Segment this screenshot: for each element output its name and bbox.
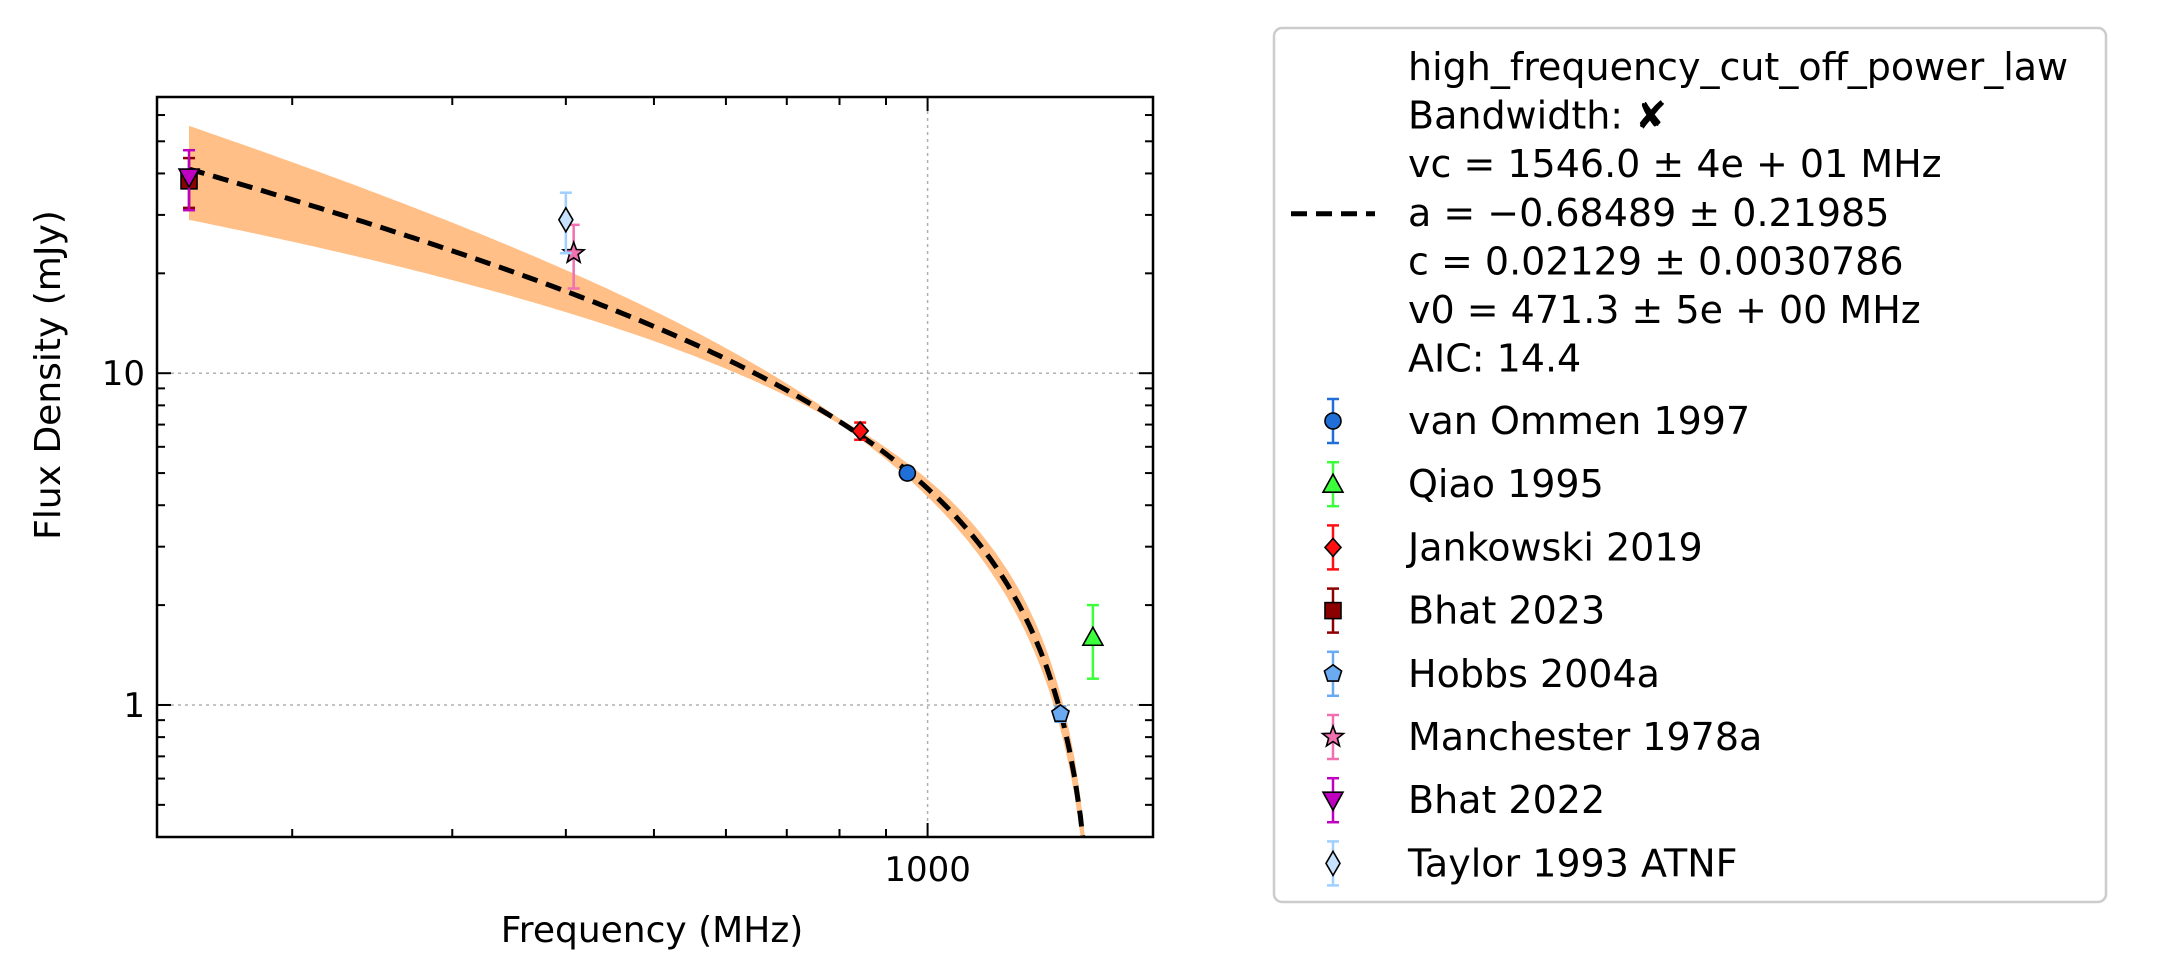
- legend-fit-text: a = −0.68489 ± 0.21985: [1408, 191, 1889, 235]
- data-points: [177, 148, 1105, 724]
- data-point: [1050, 703, 1070, 722]
- legend-marker: [1321, 791, 1345, 812]
- legend-fit-text: AIC: 14.4: [1408, 337, 1581, 381]
- y-tick-label: 1: [123, 686, 145, 726]
- legend: high_frequency_cut_off_power_law Bandwidt…: [1272, 26, 2108, 904]
- legend-entry: Bhat 2023: [1324, 587, 1605, 634]
- fit-line: [188, 166, 1086, 837]
- legend-frame: [1272, 26, 2108, 904]
- data-point: [898, 464, 917, 482]
- legend-label: Qiao 1995: [1408, 462, 1604, 506]
- legend-entry: Qiao 1995: [1321, 460, 1604, 508]
- legend-fit-text: c = 0.02129 ± 0.0030786: [1408, 239, 1904, 283]
- legend-fit-text: high_frequency_cut_off_power_law: [1408, 45, 2068, 89]
- legend-entry: Taylor 1993 ATNF: [1325, 840, 1738, 887]
- legend-label: Taylor 1993 ATNF: [1407, 841, 1738, 885]
- legend-label: Hobbs 2004a: [1408, 652, 1660, 696]
- legend-entry: van Ommen 1997: [1324, 397, 1750, 445]
- legend-label: Bhat 2023: [1408, 589, 1605, 633]
- axes: 1000 1 10: [102, 95, 1155, 890]
- y-axis-label: Flux Density (mJy): [28, 210, 69, 540]
- x-axis-label: Frequency (MHz): [501, 910, 804, 951]
- data-point: [557, 206, 574, 234]
- plot-frame: [155, 95, 1155, 839]
- data-point: [1081, 625, 1105, 647]
- legend-marker: [1323, 537, 1343, 558]
- legend-marker: [1324, 601, 1342, 620]
- data-point: [851, 420, 870, 442]
- legend-entry: Bhat 2022: [1321, 776, 1605, 824]
- legend-label: Bhat 2022: [1408, 778, 1605, 822]
- y-tick-label: 10: [102, 354, 145, 394]
- plot-area: [157, 97, 1153, 837]
- legend-marker: [1323, 663, 1343, 682]
- legend-entry: Hobbs 2004a: [1323, 650, 1660, 698]
- legend-label: Manchester 1978a: [1408, 715, 1762, 759]
- legend-label: Jankowski 2019: [1406, 525, 1703, 569]
- data-point: [177, 168, 201, 189]
- x-tick-label: 1000: [884, 850, 971, 890]
- legend-fit-text: Bandwidth: ✘: [1408, 94, 1667, 138]
- legend-marker: [1324, 412, 1342, 430]
- legend-fit-text: vc = 1546.0 ± 4e + 01 MHz: [1408, 142, 1942, 186]
- fit-uncertainty-band: [189, 125, 1085, 837]
- legend-label: van Ommen 1997: [1408, 399, 1750, 443]
- legend-marker: [1320, 723, 1346, 748]
- legend-fit-text: v0 = 471.3 ± 5e + 00 MHz: [1408, 288, 1921, 332]
- legend-entry: Manchester 1978a: [1320, 713, 1762, 761]
- legend-marker: [1325, 849, 1341, 877]
- legend-entry: Jankowski 2019: [1323, 524, 1703, 571]
- legend-marker: [1321, 472, 1345, 493]
